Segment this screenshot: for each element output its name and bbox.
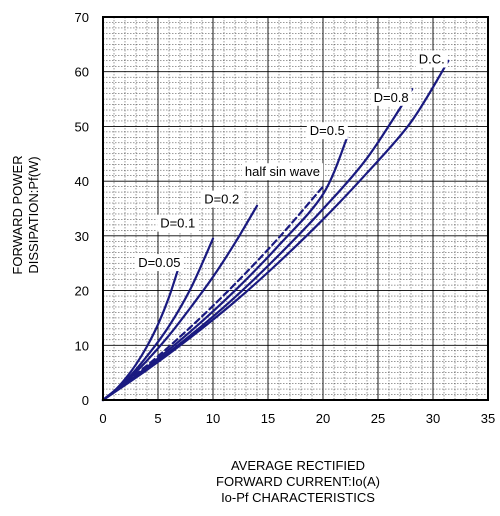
series-labels: D=0.05 D=0.1 D=0.2 half sin wave D=0.5 D=0.8 D…: [135, 50, 448, 272]
series-label-bg: [370, 88, 412, 106]
series-label-bg: [241, 163, 324, 181]
series-label-bg: [201, 190, 243, 208]
y-tick-label: 40: [75, 174, 89, 189]
y-axis-title-line1: FORWARD POWER: [10, 155, 25, 274]
series-label-bg: [415, 50, 448, 68]
series-label-text: D=0.2: [204, 192, 239, 207]
tick-labels: 0 5 10 15 20 25 30 35 0 10 20 30 40 50 60 70: [75, 10, 496, 426]
x-axis-title-line2: FORWARD CURRENT:Io(A): [216, 474, 380, 489]
x-axis-title-line1: AVERAGE RECTIFIED: [231, 458, 365, 473]
series-label-bg: [157, 214, 199, 232]
y-axis-title-line2: DISSIPATION:Pf(W): [26, 156, 41, 273]
series-label-half-sin-wave: half sin wave: [241, 163, 324, 181]
y-tick-label: 20: [75, 284, 89, 299]
series-label-text: D=0.1: [160, 216, 195, 231]
series-label-d-0-1: D=0.1: [157, 214, 199, 232]
series-label-d-0-05: D=0.05: [135, 254, 184, 272]
series-line-d-0-05: [101, 262, 182, 402]
series-label-d-c: D.C.: [415, 50, 448, 68]
series-label-d-0-5: D=0.5: [306, 122, 348, 140]
series-line-d-c: [101, 59, 450, 402]
series-label-text: D=0.05: [138, 255, 180, 270]
x-tick-label: 10: [206, 411, 220, 426]
series-line-half-sin-wave: [101, 185, 325, 402]
series-label-text: D=0.8: [374, 90, 409, 105]
chart-caption: Io-Pf CHARACTERISTICS: [221, 490, 375, 505]
y-tick-label: 60: [75, 65, 89, 80]
series-label-text: D=0.5: [310, 123, 345, 138]
plot-frame: [102, 16, 489, 401]
series-label-text: half sin wave: [245, 164, 320, 179]
x-tick-label: 20: [316, 411, 330, 426]
series-label-text: D.C.: [419, 52, 445, 67]
series-lines: [101, 59, 450, 402]
x-tick-label: 35: [481, 411, 495, 426]
series-label-bg: [135, 254, 184, 272]
series-line-d-0-5: [101, 136, 349, 402]
y-tick-label: 0: [82, 393, 89, 408]
y-tick-label: 50: [75, 119, 89, 134]
series-label-bg: [306, 122, 348, 140]
x-tick-label: 5: [154, 411, 161, 426]
x-tick-label: 30: [426, 411, 440, 426]
y-tick-label: 70: [75, 10, 89, 25]
grid: [103, 17, 488, 400]
y-tick-label: 30: [75, 229, 89, 244]
series-label-d-0-2: D=0.2: [201, 190, 243, 208]
x-tick-label: 0: [99, 411, 106, 426]
x-tick-label: 15: [261, 411, 275, 426]
x-tick-label: 25: [371, 411, 385, 426]
series-label-d-0-8: D=0.8: [370, 88, 412, 106]
y-tick-label: 10: [75, 338, 89, 353]
